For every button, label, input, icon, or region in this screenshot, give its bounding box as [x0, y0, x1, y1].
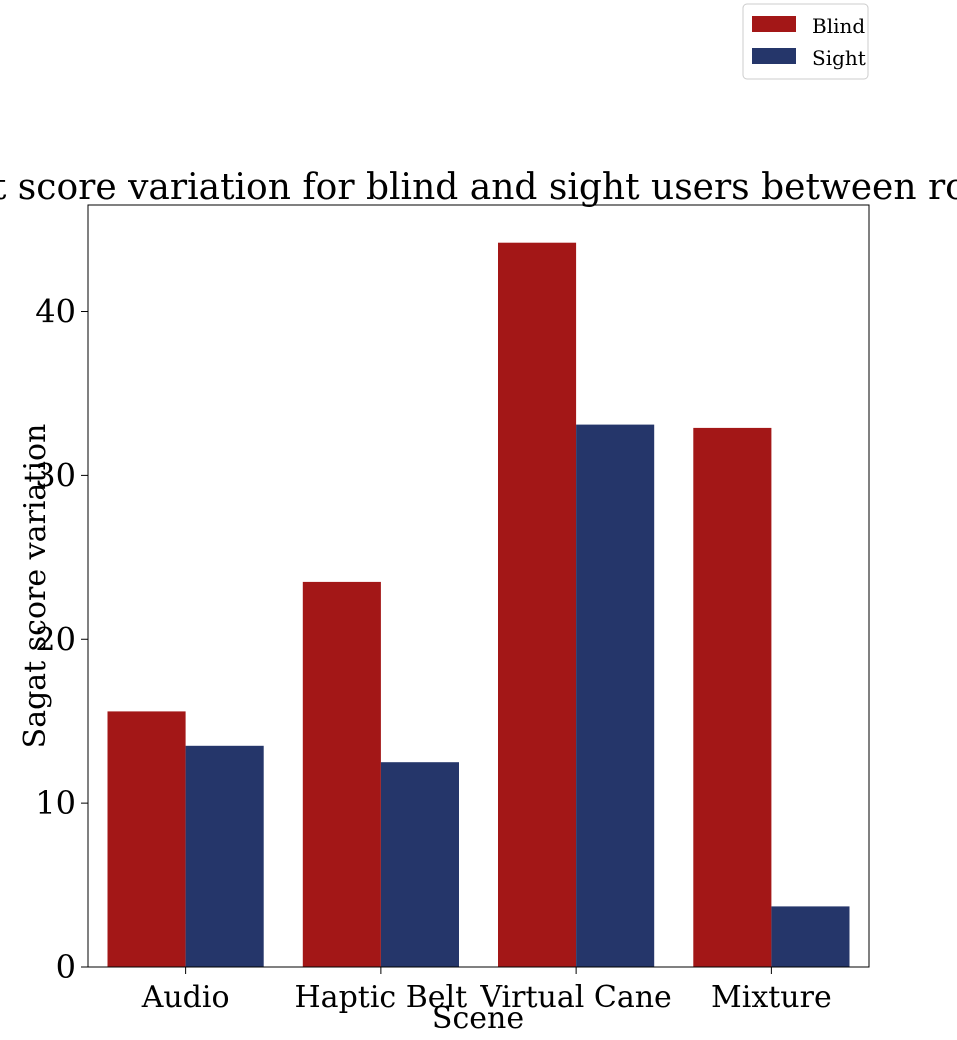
bar-blind-mixture	[693, 427, 772, 967]
x-tick-label: Mixture	[711, 980, 832, 1015]
y-tick-label: 0	[56, 948, 76, 986]
bar-sight-virtual-cane	[576, 424, 655, 968]
bar-blind-virtual-cane	[498, 242, 577, 967]
bar-sight-haptic-belt	[380, 762, 459, 967]
x-tick-label: Virtual Cane	[479, 980, 671, 1015]
bar-sight-mixture	[771, 906, 850, 967]
bar-blind-audio	[107, 711, 186, 967]
legend-swatch-blind	[752, 16, 796, 32]
bar-blind-haptic-belt	[302, 581, 381, 967]
x-axis-label: Scene	[432, 1001, 524, 1036]
bars	[107, 242, 850, 968]
legend-label-blind: Blind	[812, 14, 865, 38]
y-tick-label: 40	[35, 293, 76, 331]
bar-sight-audio	[185, 745, 264, 967]
y-axis: 0 10 20 30 40	[35, 293, 88, 986]
legend-label-sight: Sight	[812, 46, 866, 70]
plot-frame	[87, 204, 870, 968]
y-tick-label: 20	[35, 620, 76, 658]
y-tick-label: 30	[35, 456, 76, 494]
y-tick-label: 10	[35, 784, 76, 822]
chart-title: Sagat score variation for blind and sigh…	[0, 167, 957, 208]
x-axis: Audio Haptic Belt Virtual Cane Mixture	[141, 967, 832, 1015]
legend-swatch-sight	[752, 48, 796, 64]
y-axis-label: Sagat score variation	[18, 424, 53, 749]
x-tick-label: Audio	[141, 980, 230, 1015]
legend: Blind Sight	[742, 3, 869, 80]
x-tick-label: Haptic Belt	[295, 980, 468, 1015]
